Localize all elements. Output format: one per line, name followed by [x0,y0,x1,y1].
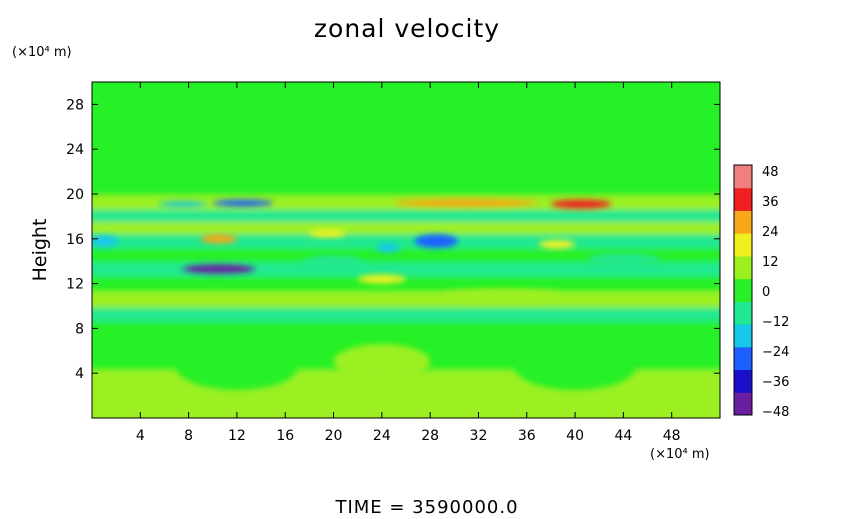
field-band [92,321,720,343]
field-feature [309,229,346,238]
colorbar-label: 24 [762,225,779,240]
x-axis-unit: (×10⁴ m) [650,447,710,462]
y-tick-label: 12 [66,277,84,293]
field-feature [514,345,636,390]
x-tick-label: 44 [614,428,632,444]
colorbar-segment [734,278,752,302]
field-band [92,307,720,322]
colorbar: 48 36 24 12 0 −12 −24 −36 −48 [733,164,789,420]
x-tick-label: 48 [663,428,681,444]
colorbar-segment [734,301,752,325]
field-feature [182,264,256,274]
x-tick-label: 16 [276,428,294,444]
y-tick-label: 4 [75,366,84,382]
x-tick-label: 24 [373,428,391,444]
colorbar-label: 12 [762,255,779,270]
colorbar-segment [734,165,752,189]
field-feature [414,234,458,248]
y-axis-unit: (×10⁴ m) [12,45,72,60]
colorbar-label: −36 [762,375,789,390]
chart-title: zonal velocity [313,14,501,43]
field-band [92,292,720,308]
y-tick-label: 28 [66,97,84,113]
x-tick-label: 32 [470,428,488,444]
colorbar-segment [734,392,752,416]
field-feature [212,199,274,207]
x-tick-label: 28 [421,428,439,444]
field-band [92,168,720,196]
colorbar-label: 48 [762,165,779,180]
colorbar-segment [734,233,752,257]
y-tick-label: 20 [66,187,84,203]
field-feature [442,289,563,301]
field-feature [538,239,576,249]
x-tick-label: 4 [136,428,145,444]
colorbar-segment [734,369,752,393]
colorbar-frame [733,164,753,416]
y-axis: 4 8 12 16 20 24 28 [66,97,720,382]
field-feature [357,274,406,284]
colorbar-segment [734,346,752,371]
y-tick-label: 16 [66,232,84,248]
field-band [92,222,720,235]
colorbar-label: −48 [762,405,789,420]
field-band [92,234,720,249]
colorbar-segment [734,187,752,211]
field-band [92,209,720,222]
x-tick-label: 40 [566,428,584,444]
y-tick-label: 8 [75,321,84,337]
velocity-field [92,82,720,418]
x-tick-label: 36 [518,428,536,444]
field-feature [303,255,364,267]
field-feature [92,235,119,247]
field-band [92,398,720,418]
field-feature [375,243,400,253]
field-feature [158,201,207,207]
field-feature [587,253,660,265]
plot-frame [91,81,721,419]
field-band [92,276,720,292]
colorbar-label: −24 [762,345,789,360]
field-feature [333,344,431,380]
field-feature [393,199,539,207]
field-band [92,248,720,263]
colorbar-segment [734,210,752,234]
x-tick-label: 12 [228,428,246,444]
field-feature [550,199,612,209]
field-band [92,262,720,277]
x-axis: 4 8 12 16 20 24 28 32 36 40 44 48 [136,82,681,444]
colorbar-label: −12 [762,315,789,330]
field-feature [176,345,298,390]
colorbar-segment [734,255,752,280]
time-footer: TIME = 3590000.0 [335,497,519,518]
x-tick-label: 8 [184,428,193,444]
colorbar-segment [734,324,752,348]
x-tick-label: 20 [325,428,343,444]
field-feature [200,234,237,244]
colorbar-label: 36 [762,195,779,210]
field-band [92,115,720,169]
y-tick-label: 24 [66,142,84,158]
field-features [92,199,660,390]
colorbar-label: 0 [762,285,770,300]
